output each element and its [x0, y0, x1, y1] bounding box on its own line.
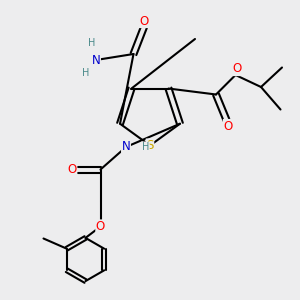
Text: H: H — [142, 142, 149, 152]
Text: H: H — [82, 68, 89, 79]
Text: O: O — [96, 220, 105, 233]
Text: S: S — [146, 139, 154, 152]
Text: O: O — [68, 163, 76, 176]
Text: H: H — [88, 38, 95, 49]
Text: O: O — [232, 62, 242, 76]
Text: N: N — [92, 53, 100, 67]
Text: O: O — [140, 14, 148, 28]
Text: N: N — [122, 140, 130, 154]
Text: O: O — [224, 119, 232, 133]
